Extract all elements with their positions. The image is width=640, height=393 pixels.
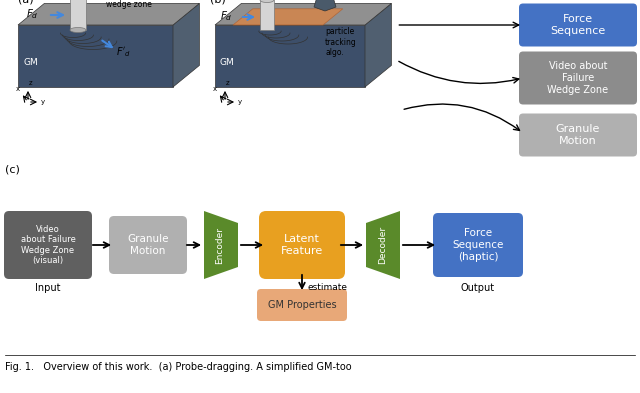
FancyBboxPatch shape	[519, 114, 637, 156]
Ellipse shape	[70, 28, 86, 33]
Text: y: y	[41, 99, 45, 105]
Text: z: z	[29, 80, 33, 86]
FancyBboxPatch shape	[257, 289, 347, 321]
Ellipse shape	[260, 0, 274, 2]
FancyBboxPatch shape	[519, 4, 637, 46]
Text: Decoder: Decoder	[378, 226, 387, 264]
Text: GM: GM	[23, 58, 38, 67]
Text: $F_d$: $F_d$	[26, 7, 38, 21]
Polygon shape	[204, 211, 238, 279]
Text: x: x	[213, 86, 217, 92]
Polygon shape	[365, 4, 392, 87]
Text: Force
Sequence: Force Sequence	[550, 14, 605, 36]
Text: $F'_d$: $F'_d$	[116, 45, 131, 59]
Text: GM Properties: GM Properties	[268, 300, 336, 310]
Text: Force
Sequence
(haptic): Force Sequence (haptic)	[452, 228, 504, 262]
FancyBboxPatch shape	[433, 213, 523, 277]
Polygon shape	[215, 25, 365, 87]
Polygon shape	[215, 4, 392, 25]
Polygon shape	[366, 211, 400, 279]
Polygon shape	[260, 0, 274, 30]
Polygon shape	[173, 4, 200, 87]
Text: Video about
Failure
Wedge Zone: Video about Failure Wedge Zone	[547, 61, 609, 95]
Text: Input: Input	[35, 283, 61, 293]
FancyBboxPatch shape	[519, 51, 637, 105]
Polygon shape	[233, 9, 343, 25]
Text: failure
wedge zone: failure wedge zone	[106, 0, 152, 9]
Text: particle
tracking
algo.: particle tracking algo.	[325, 27, 356, 57]
Polygon shape	[314, 0, 336, 11]
Text: Output: Output	[461, 283, 495, 293]
FancyBboxPatch shape	[259, 211, 345, 279]
Text: GM: GM	[220, 58, 235, 67]
Text: (c): (c)	[5, 164, 20, 174]
Text: (a): (a)	[18, 0, 34, 5]
Polygon shape	[70, 0, 86, 30]
Text: (b): (b)	[210, 0, 226, 5]
Polygon shape	[18, 25, 173, 87]
Text: y: y	[238, 99, 242, 105]
Text: Encoder: Encoder	[216, 226, 225, 263]
FancyBboxPatch shape	[109, 216, 187, 274]
Text: x: x	[16, 86, 20, 92]
Text: estimate: estimate	[307, 283, 347, 292]
Text: z: z	[226, 80, 230, 86]
Text: $F_d$: $F_d$	[220, 9, 232, 23]
Text: Fig. 1.   Overview of this work.  (a) Probe-dragging. A simplified GM-too: Fig. 1. Overview of this work. (a) Probe…	[5, 362, 351, 372]
FancyBboxPatch shape	[4, 211, 92, 279]
Text: Granule
Motion: Granule Motion	[127, 234, 169, 256]
Polygon shape	[18, 4, 200, 25]
Text: Granule
Motion: Granule Motion	[556, 124, 600, 146]
Text: Video
about Failure
Wedge Zone
(visual): Video about Failure Wedge Zone (visual)	[20, 225, 76, 265]
Text: Latent
Feature: Latent Feature	[281, 234, 323, 256]
